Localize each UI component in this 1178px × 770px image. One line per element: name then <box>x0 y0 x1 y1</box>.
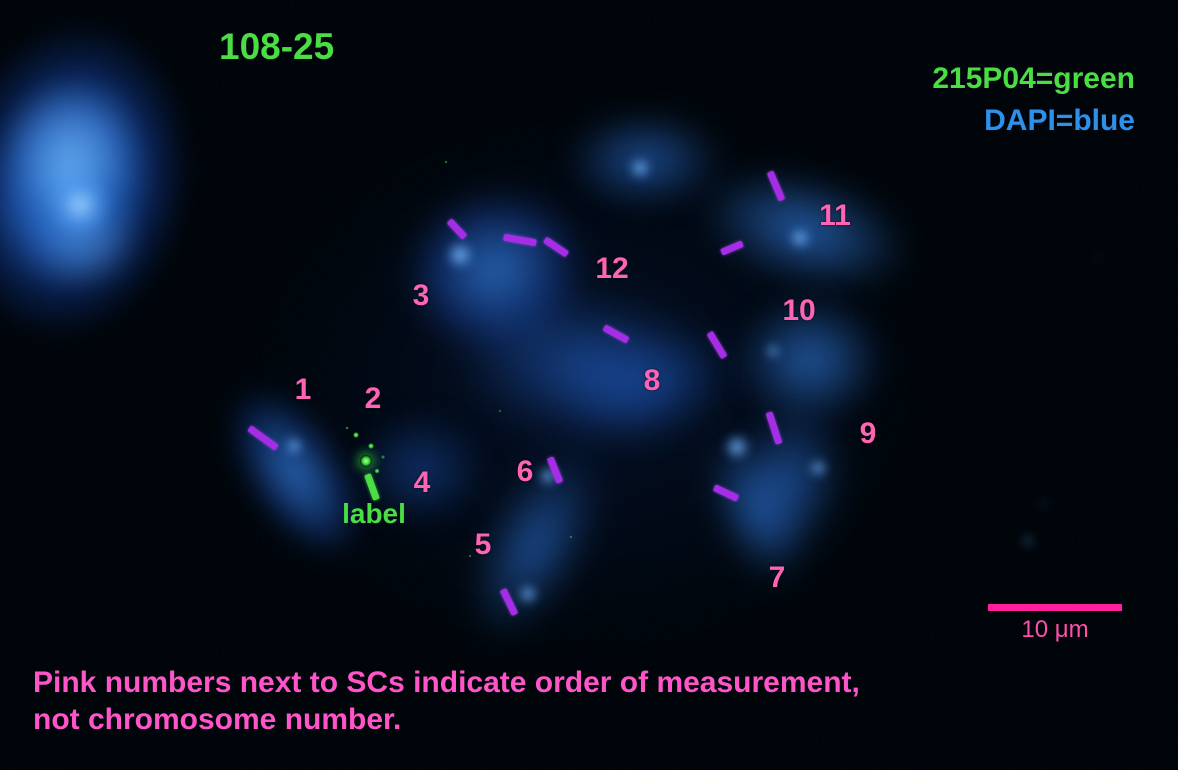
faint-dapi-dot <box>1095 254 1101 260</box>
sc-end-mark <box>546 456 564 484</box>
interphase-nucleus <box>0 1 216 359</box>
sc-end-mark <box>542 236 570 258</box>
chromatin-blob <box>687 418 827 599</box>
bright-knot <box>518 584 538 604</box>
legend-dapi-line: DAPI=blue <box>984 104 1135 137</box>
faint-dapi-dot <box>1039 500 1047 508</box>
sc-end-mark <box>503 233 537 247</box>
caption-line-2: not chromosome number. <box>33 703 402 736</box>
bright-knot <box>629 157 651 179</box>
sc-end-mark <box>446 218 468 240</box>
sc-end-mark <box>712 484 740 502</box>
sc-number-2: 2 <box>364 382 382 415</box>
sc-end-mark <box>720 240 744 256</box>
fish-signal-spot <box>444 160 448 164</box>
sc-number-4: 4 <box>413 466 431 499</box>
chromatin-blob <box>387 169 603 371</box>
fish-label-pointer <box>364 473 380 501</box>
sc-number-6: 6 <box>516 455 534 488</box>
bright-knot <box>48 173 112 237</box>
chromatin-blob <box>721 391 859 569</box>
sc-number-12: 12 <box>595 252 629 285</box>
sc-number-9: 9 <box>859 417 877 450</box>
chromatin-blob <box>565 112 725 208</box>
sc-end-mark <box>766 170 786 202</box>
bright-knot <box>285 437 303 455</box>
bright-knot <box>789 227 811 249</box>
fish-signal-spot <box>353 432 359 438</box>
figure-caption: Pink numbers next to SCs indicate order … <box>33 664 860 738</box>
legend-probe-line: 215P04=green <box>932 62 1135 95</box>
scale-bar-label: 10 μm <box>1021 616 1089 643</box>
sc-number-7: 7 <box>768 561 786 594</box>
sc-end-mark <box>247 425 279 451</box>
sc-number-10: 10 <box>782 294 816 327</box>
fish-signal-spot <box>569 535 573 539</box>
fish-label-text: label <box>342 498 406 529</box>
sc-end-mark <box>499 587 519 617</box>
fish-signal-spot <box>468 554 472 558</box>
stain-legend: 215P04=green DAPI=blue <box>932 58 1135 142</box>
nucleus-bright-patch <box>5 85 135 215</box>
fish-signal-spot <box>374 468 380 474</box>
sc-number-1: 1 <box>294 373 312 406</box>
fish-signal-spot <box>360 455 372 467</box>
sc-end-mark <box>765 411 783 445</box>
fish-signal-spot <box>368 443 374 449</box>
bright-knot <box>724 434 750 460</box>
sc-end-mark <box>602 324 630 344</box>
caption-line-1: Pink numbers next to SCs indicate order … <box>33 666 860 699</box>
nucleus-bright-patch <box>30 195 140 290</box>
chromatin-blob <box>686 148 924 312</box>
sc-end-mark <box>706 330 728 360</box>
chromatin-blob <box>441 428 629 662</box>
sc-number-5: 5 <box>474 528 492 561</box>
chromatin-blob <box>440 271 730 459</box>
bright-knot <box>446 241 474 269</box>
sc-number-11: 11 <box>819 199 851 232</box>
bright-knot <box>766 344 780 358</box>
sc-number-8: 8 <box>643 364 661 397</box>
sc-number-3: 3 <box>412 279 430 312</box>
bright-knot <box>809 459 827 477</box>
slide-id-label: 108-25 <box>219 26 335 67</box>
fish-signal-spot <box>381 455 385 459</box>
scale-bar <box>988 604 1122 611</box>
fish-signal-spot <box>498 409 502 413</box>
faint-dapi-dot <box>1022 535 1034 547</box>
chromatin-haze <box>255 120 915 650</box>
fish-signal-spot <box>345 426 349 430</box>
